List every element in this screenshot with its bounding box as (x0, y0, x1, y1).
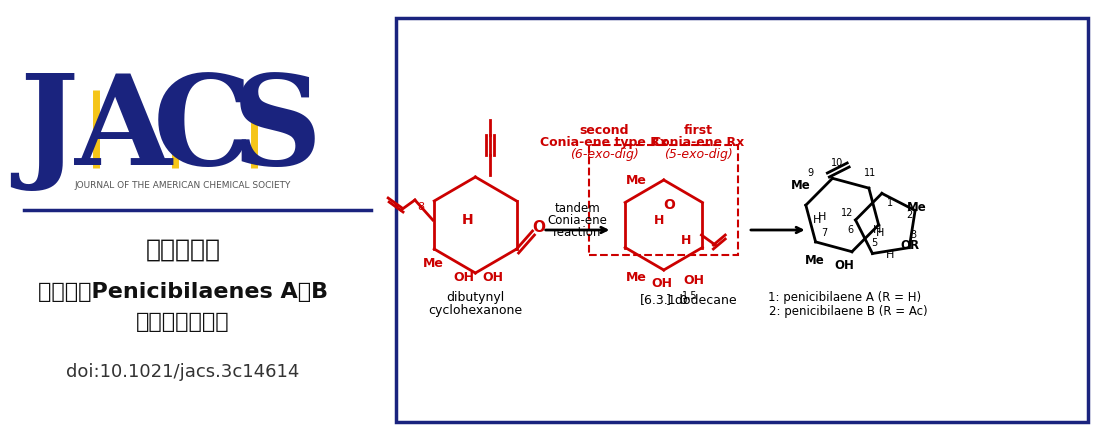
Text: 1: penicibilaene A (R = H): 1: penicibilaene A (R = H) (768, 290, 921, 304)
Text: Me: Me (424, 257, 444, 269)
FancyBboxPatch shape (396, 18, 1088, 422)
Text: H: H (818, 212, 826, 222)
Text: OH: OH (453, 271, 474, 283)
Text: tandem: tandem (554, 202, 601, 215)
Text: second: second (580, 124, 629, 136)
Text: 7: 7 (822, 228, 827, 238)
Text: Conia-ene Rx: Conia-ene Rx (652, 136, 745, 149)
Text: H: H (886, 250, 894, 260)
Text: H: H (653, 213, 664, 227)
Text: H: H (872, 225, 881, 235)
Text: 11: 11 (864, 168, 876, 178)
Text: Me: Me (626, 271, 647, 283)
Text: JOURNAL OF THE AMERICAN CHEMICAL SOCIETY: JOURNAL OF THE AMERICAN CHEMICAL SOCIETY (75, 180, 292, 190)
Text: OH: OH (683, 274, 704, 286)
Text: (5-exo-dig): (5-exo-dig) (664, 147, 733, 161)
Text: H: H (462, 213, 473, 227)
Text: 8: 8 (417, 202, 425, 212)
Text: ] dodecane: ] dodecane (667, 293, 737, 307)
Text: J: J (20, 70, 79, 191)
Text: 12: 12 (842, 208, 854, 218)
Text: dibutynyl: dibutynyl (447, 290, 505, 304)
Text: doi:10.1021/jacs.3c14614: doi:10.1021/jacs.3c14614 (66, 363, 299, 381)
Text: Me: Me (804, 253, 824, 267)
Text: 1: 1 (887, 198, 893, 208)
Text: Me: Me (626, 173, 647, 187)
Text: 10: 10 (832, 158, 844, 168)
Text: OH: OH (834, 259, 855, 271)
Text: 1,5: 1,5 (682, 291, 697, 301)
Text: cyclohexanone: cyclohexanone (428, 304, 522, 316)
Text: O: O (532, 220, 544, 235)
Text: 6: 6 (847, 225, 854, 235)
Text: H: H (813, 215, 822, 225)
Text: H: H (681, 234, 691, 246)
Text: 5: 5 (871, 238, 877, 248)
Text: 杨震课题组: 杨震课题组 (145, 238, 220, 262)
Text: OH: OH (483, 271, 504, 283)
Text: O: O (663, 198, 674, 212)
Text: 9: 9 (807, 168, 814, 178)
Text: [6.3.1.0: [6.3.1.0 (639, 293, 689, 307)
Text: H: H (876, 228, 884, 238)
Text: Conia-ene: Conia-ene (548, 213, 607, 227)
Text: 2: 2 (906, 210, 913, 220)
Text: OH: OH (651, 276, 672, 290)
Text: S: S (232, 70, 322, 191)
Text: 天然产物Penicibilaenes A和B: 天然产物Penicibilaenes A和B (37, 282, 328, 302)
Text: Me: Me (906, 201, 926, 213)
Text: A: A (75, 70, 172, 191)
Text: first: first (684, 124, 713, 136)
Text: 的不对称全合成: 的不对称全合成 (136, 312, 230, 332)
Text: Me: Me (791, 179, 811, 191)
Text: Conia-ene type Rx: Conia-ene type Rx (540, 136, 669, 149)
Text: OR: OR (900, 238, 920, 252)
Text: (6-exo-dig): (6-exo-dig) (570, 147, 639, 161)
Text: 3: 3 (911, 230, 916, 240)
Text: 2: penicibilaene B (R = Ac): 2: penicibilaene B (R = Ac) (769, 304, 927, 318)
Text: reaction: reaction (553, 225, 602, 238)
Text: C: C (153, 70, 253, 191)
